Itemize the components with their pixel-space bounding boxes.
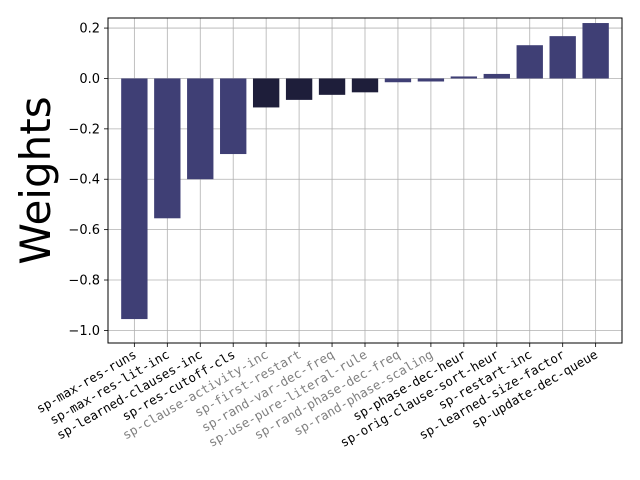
y-axis-title: Weights <box>11 96 60 264</box>
y-tick-label: 0.2 <box>79 22 100 37</box>
bar-sp-use-pure-literal-rule <box>351 78 379 93</box>
bar-sp-restart-inc <box>516 45 543 79</box>
bar-sp-learned-size-factor <box>549 36 576 79</box>
y-tick-label: −0.4 <box>68 173 100 188</box>
bar-sp-res-cutoff-cls <box>220 78 247 155</box>
bar-sp-orig-clause-sort-heur <box>483 73 510 79</box>
bar-sp-phase-dec-heur <box>450 76 478 79</box>
bar-sp-clause-activity-inc <box>252 78 280 108</box>
bar-sp-rand-phase-dec-freq <box>384 78 412 83</box>
y-tick-label: −0.8 <box>68 274 100 289</box>
y-tick-label: 0.0 <box>79 72 100 87</box>
x-axis: sp-max-res-runssp-max-res-lit-incsp-lear… <box>34 343 600 450</box>
bar-sp-max-res-runs <box>121 78 148 320</box>
bar-sp-update-dec-queue <box>582 23 609 79</box>
bar-sp-first-restart <box>285 78 313 100</box>
bar-sp-max-res-lit-inc <box>154 78 181 219</box>
y-tick-label: −1.0 <box>68 324 100 339</box>
bars-layer <box>121 23 609 320</box>
bar-sp-learned-clauses-inc <box>187 78 214 180</box>
bar-sp-rand-phase-scaling <box>417 78 445 82</box>
bar-sp-rand-var-dec-freq <box>318 78 346 95</box>
grid-layer <box>108 18 622 343</box>
y-axis: 0.2 0.0 −0.2 −0.4 −0.6 −0.8 −1.0 <box>68 22 108 339</box>
y-tick-label: −0.2 <box>68 122 100 137</box>
y-tick-label: −0.6 <box>68 223 100 238</box>
